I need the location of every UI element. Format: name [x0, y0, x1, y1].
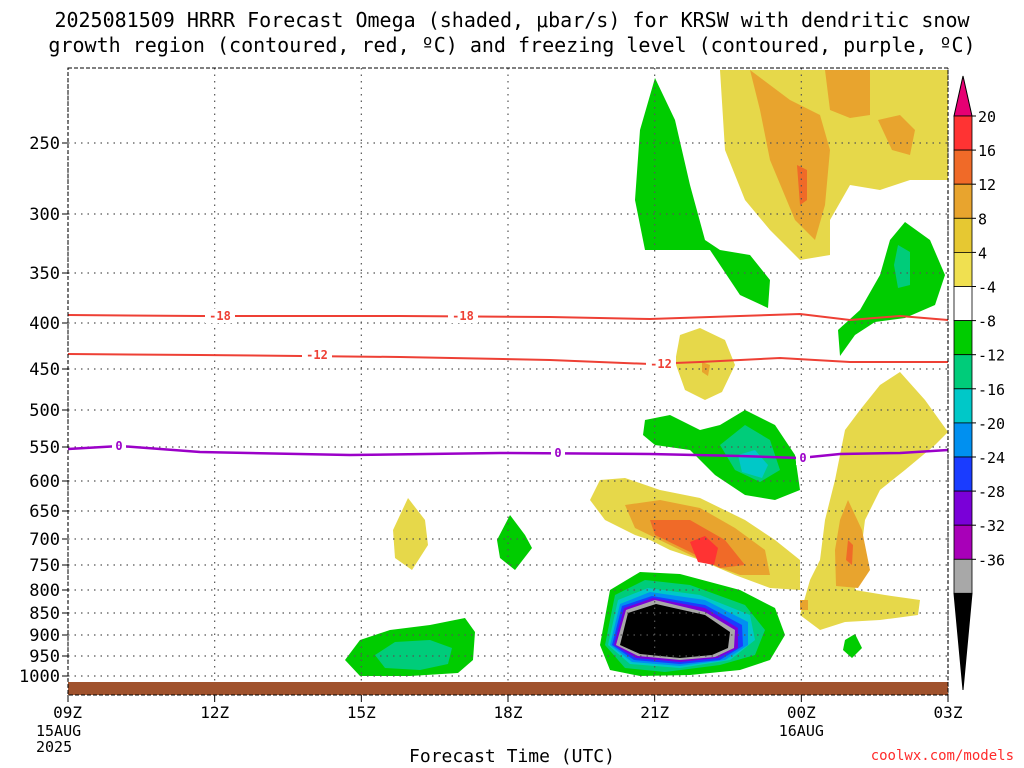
omega-region-teal-lower-left — [375, 640, 452, 670]
colorbar-label: -16 — [978, 381, 1005, 399]
x-axis-label: Forecast Time (UTC) — [409, 746, 615, 767]
colorbar-swatch — [953, 490, 973, 526]
colorbar-label: -32 — [978, 517, 1005, 535]
omega-region-green-right — [838, 222, 945, 356]
omega-region-orange-upper — [750, 70, 830, 240]
y-tick-label: 700 — [29, 530, 60, 550]
colorbar-swatch — [953, 320, 973, 356]
x-tick-label: 03Z — [934, 703, 963, 722]
x-tick-date-label: 2025 — [36, 738, 72, 756]
contour-label-minus18-a: -18 — [209, 309, 231, 323]
colorbar-label: -28 — [978, 483, 1005, 501]
colorbar-swatch — [953, 388, 973, 424]
colorbar-swatch — [953, 251, 973, 287]
omega-region-black-core — [620, 604, 730, 658]
colorbar-label: 16 — [978, 142, 996, 160]
colorbar-label: -12 — [978, 347, 1005, 365]
y-tick-label: 300 — [29, 205, 60, 225]
omega-region-yellow-16z — [393, 498, 428, 570]
y-tick-label: 600 — [29, 472, 60, 492]
omega-region-green-small-right — [843, 634, 862, 658]
contour-label-minus12-a: -12 — [306, 348, 328, 362]
y-tick-label: 400 — [29, 314, 60, 334]
contour-zero-freezing — [67, 444, 949, 460]
omega-region-orange-right-blob — [878, 115, 915, 155]
colorbar-swatch — [953, 115, 973, 151]
contour-label-minus12-b: -12 — [650, 357, 672, 371]
y-tick-label: 850 — [29, 604, 60, 624]
credit-link[interactable]: coolwx.com/models — [870, 748, 1014, 764]
colorbar-swatch — [953, 422, 973, 458]
colorbar-label: -8 — [978, 313, 996, 331]
colorbar-label: -36 — [978, 551, 1005, 569]
colorbar-top-triangle — [953, 75, 973, 117]
omega-region-green-upper — [635, 78, 770, 308]
contour-label-zero-a: 0 — [115, 439, 122, 453]
omega-region-orange-right — [835, 500, 870, 588]
colorbar-label: -20 — [978, 415, 1005, 433]
x-tick-label: 09Z — [53, 703, 82, 722]
colorbar-swatch — [953, 354, 973, 390]
contour-labels: -18 -18 -12 -12 0 0 0 — [112, 309, 810, 465]
colorbar-swatch — [953, 524, 973, 560]
y-tick-label: 500 — [29, 401, 60, 421]
y-tick-label: 350 — [29, 264, 60, 284]
colorbar-label: -24 — [978, 449, 1005, 467]
y-axis: 2503003504004505005506006507007508008509… — [19, 134, 68, 687]
colorbar-swatch — [953, 149, 973, 185]
x-tick-label: 18Z — [494, 703, 523, 722]
contour-label-zero-b: 0 — [554, 446, 561, 460]
colorbar-swatch — [953, 286, 973, 321]
omega-region-red-right — [846, 540, 853, 565]
colorbar-label: 8 — [978, 210, 987, 228]
colorbar-label: 4 — [978, 244, 987, 262]
omega-region-teal-right — [894, 245, 910, 288]
x-tick-label: 21Z — [640, 703, 669, 722]
colorbar-bottom-triangle — [953, 592, 973, 691]
omega-shading — [345, 70, 948, 676]
colorbar-label: 20 — [978, 108, 996, 126]
omega-region-orange-small-right — [800, 600, 808, 610]
colorbar-label: 12 — [978, 176, 996, 194]
chart-title-line-1: 2025081509 HRRR Forecast Omega (shaded, … — [54, 8, 970, 32]
y-tick-label: 450 — [29, 360, 60, 380]
contour-label-zero-c: 0 — [799, 451, 806, 465]
terrain-ground — [68, 682, 948, 695]
x-tick-label: 00Z — [787, 703, 816, 722]
omega-region-max-upper — [797, 165, 807, 205]
omega-region-orange-upper-right — [825, 70, 870, 118]
x-tick-date-label: 15AUG — [36, 722, 81, 740]
colorbar-label: -4 — [978, 279, 996, 297]
y-tick-label: 800 — [29, 581, 60, 601]
colorbar-swatch — [953, 217, 973, 253]
x-tick-label: 15Z — [347, 703, 376, 722]
y-tick-label: 1000 — [19, 667, 60, 687]
y-tick-label: 250 — [29, 134, 60, 154]
chart-title-line-2: growth region (contoured, red, ºC) and f… — [48, 33, 976, 57]
contour-minus18 — [67, 312, 949, 322]
colorbar-swatch — [953, 456, 973, 492]
colorbar-swatch — [953, 183, 973, 219]
y-tick-label: 650 — [29, 502, 60, 522]
y-tick-label: 750 — [29, 556, 60, 576]
y-tick-label: 550 — [29, 438, 60, 458]
contour-label-minus18-b: -18 — [452, 309, 474, 323]
x-tick-date-label: 16AUG — [779, 722, 824, 740]
colorbar: 20 16 12 8 4 -4 -8 -12 -16 -20 -24 -28 -32 -36 — [953, 75, 1005, 691]
y-tick-label: 900 — [29, 626, 60, 646]
omega-region-red-lower — [690, 536, 718, 565]
x-tick-label: 12Z — [200, 703, 229, 722]
omega-region-green-18z — [497, 515, 532, 570]
colorbar-swatch — [953, 558, 973, 594]
y-tick-label: 950 — [29, 647, 60, 667]
